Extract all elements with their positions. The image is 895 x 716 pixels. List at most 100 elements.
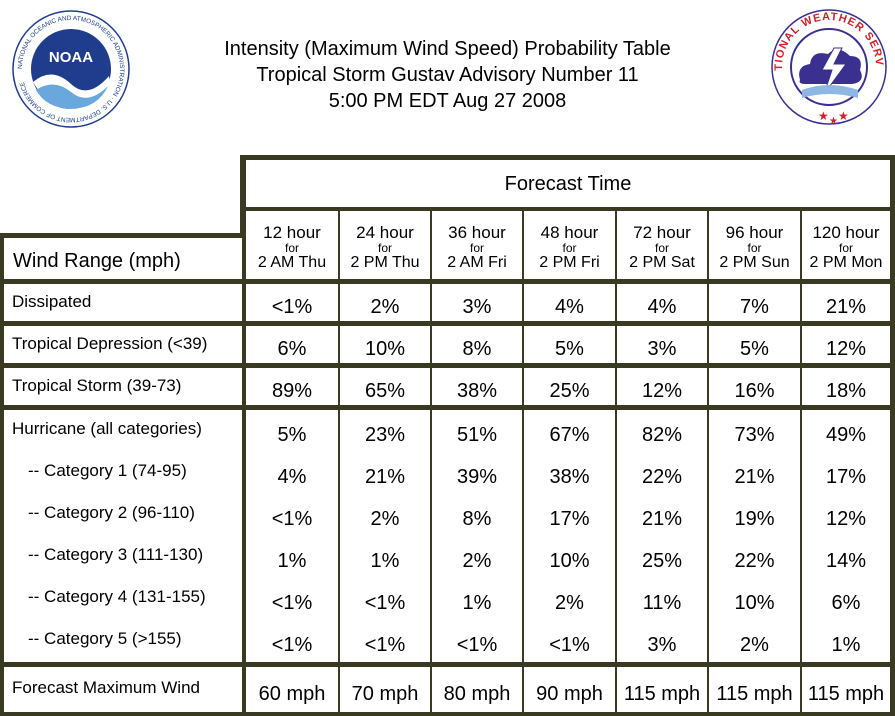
table-cell: 8% [432, 326, 522, 363]
category-label: -- Category 3 (111-130) [28, 545, 204, 564]
category-label: -- Category 4 (131-155) [28, 587, 206, 606]
category-label: -- Category 1 (74-95) [28, 461, 187, 480]
hurricane-column: 23% 21% 2% 1% <1% <1% [340, 410, 430, 662]
table-cell: 4% [617, 284, 707, 321]
column-hour: 96 hour [725, 223, 784, 242]
table-cell: 89% [246, 368, 338, 405]
table-cell: 5% [524, 326, 615, 363]
column-header-2: 24 hour for 2 PM Thu [340, 211, 430, 279]
table-cell: 22% [734, 550, 775, 572]
svg-text:★: ★ [829, 116, 838, 126]
table-cell: 19% [734, 508, 775, 530]
table-cell: 7% [709, 284, 800, 321]
column-hour: 12 hour [263, 223, 321, 242]
title-line-3: 5:00 PM EDT Aug 27 2008 [328, 90, 567, 112]
column-time: 2 PM Mon [809, 254, 883, 271]
table-cell: 65% [340, 368, 430, 405]
column-time: 2 PM Fri [539, 254, 600, 271]
column-header-5: 72 hour for 2 PM Sat [617, 211, 707, 279]
column-time: 2 PM Thu [350, 254, 420, 271]
column-for: for [654, 241, 669, 255]
hurricane-column: 67% 38% 17% 10% 2% <1% [524, 410, 615, 662]
table-cell: 25% [524, 368, 615, 405]
table-cell: 49% [825, 424, 867, 446]
title-line-1: Intensity (Maximum Wind Speed) Probabili… [224, 38, 671, 60]
category-label: -- Category 5 (>155) [28, 629, 182, 648]
table-cell: <1% [271, 592, 313, 614]
table-cell: 12% [617, 368, 707, 405]
column-for: for [284, 241, 299, 255]
table-cell: 82% [641, 424, 683, 446]
table-cell: 21% [641, 508, 683, 530]
table-cell: 10% [549, 550, 590, 572]
table-cell: 2% [740, 634, 769, 656]
column-header-6: 96 hour for 2 PM Sun [709, 211, 800, 279]
table-cell: 16% [709, 368, 800, 405]
table-cell: 2% [555, 592, 584, 614]
max-wind-label: Forecast Maximum Wind [4, 667, 242, 712]
table-cell: 17% [825, 466, 867, 488]
table-cell: 1% [462, 592, 492, 614]
table-cell: <1% [549, 634, 590, 656]
column-time: 2 PM Sat [629, 254, 695, 271]
table-cell: <1% [246, 284, 338, 321]
table-cell: 21% [734, 466, 775, 488]
table-cell: 25% [641, 550, 683, 572]
table-cell: 4% [277, 466, 307, 488]
forecast-time-header: Forecast Time [246, 160, 890, 207]
wind-range-header: Wind Range (mph) [4, 238, 242, 279]
hurricane-column: 49% 17% 12% 14% 6% 1% [802, 410, 890, 662]
table-cell: 21% [802, 284, 890, 321]
table-cell: 2% [340, 284, 430, 321]
column-for: for [377, 241, 392, 255]
row-label: Tropical Depression (<39) [4, 326, 242, 363]
table-cell: 11% [642, 592, 682, 614]
column-for: for [838, 241, 853, 255]
table-cell: 1% [831, 634, 861, 656]
table-cell: 18% [802, 368, 890, 405]
table-cell: 4% [524, 284, 615, 321]
table-cell: 21% [364, 466, 406, 488]
max-wind-cell: 60 mph [246, 667, 338, 712]
table-cell: 12% [825, 508, 867, 530]
max-wind-cell: 70 mph [340, 667, 430, 712]
table-cell: 10% [340, 326, 430, 363]
table-cell: 6% [831, 592, 861, 614]
table-cell: 2% [370, 508, 400, 530]
noaa-logo: NOAA NATIONAL OCEANIC AND ATMOSPHERIC AD… [12, 10, 130, 128]
max-wind-cell: 115 mph [709, 667, 800, 712]
column-time: 2 AM Fri [447, 254, 507, 271]
nws-logo: NATIONAL WEATHER SERVICE ★ ★ ★ [770, 8, 887, 126]
column-hour: 72 hour [633, 223, 691, 242]
table-cell: 12% [802, 326, 890, 363]
table-cell: 23% [364, 424, 406, 446]
table-cell: 14% [825, 550, 867, 572]
hurricane-column: 51% 39% 8% 2% 1% <1% [432, 410, 522, 662]
table-cell: 5% [277, 424, 307, 446]
table-cell: 73% [734, 424, 775, 446]
hurricane-labels: Hurricane (all categories) -- Category 1 … [4, 410, 242, 662]
table-cell: 67% [549, 424, 590, 446]
table-cell: 3% [617, 326, 707, 363]
table-cell: <1% [364, 634, 406, 656]
noaa-logo-text: NOAA [49, 49, 93, 66]
column-for: for [562, 241, 577, 255]
column-header-3: 36 hour for 2 AM Fri [432, 211, 522, 279]
table-cell: 39% [456, 466, 498, 488]
table-cell: 1% [277, 550, 307, 572]
column-header-7: 120 hour for 2 PM Mon [802, 211, 890, 279]
column-header-4: 48 hour for 2 PM Fri [524, 211, 615, 279]
table-cell: 8% [462, 508, 492, 530]
column-hour: 48 hour [540, 223, 599, 242]
hurricane-column: 73% 21% 19% 22% 10% 2% [709, 410, 800, 662]
column-hour: 24 hour [356, 223, 414, 242]
column-for: for [747, 241, 762, 255]
table-cell: 5% [709, 326, 800, 363]
table-cell: 2% [462, 550, 492, 572]
hurricane-column: 82% 22% 21% 25% 11% 3% [617, 410, 707, 662]
table-cell: 38% [432, 368, 522, 405]
column-for: for [469, 241, 484, 255]
page-title: Intensity (Maximum Wind Speed) Probabili… [150, 36, 745, 114]
column-time: 2 AM Thu [257, 254, 327, 271]
category-label: -- Category 2 (96-110) [28, 503, 195, 522]
